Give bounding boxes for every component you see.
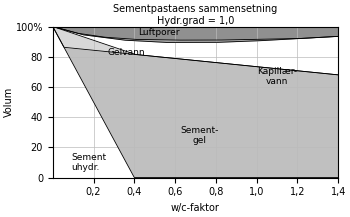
- Text: Gelvann: Gelvann: [108, 48, 146, 57]
- Text: Luftporer: Luftporer: [138, 28, 180, 37]
- X-axis label: w/c-faktor: w/c-faktor: [171, 203, 220, 213]
- Text: Kapillær-
vann: Kapillær- vann: [257, 67, 297, 86]
- Text: Sement
uhydr.: Sement uhydr.: [71, 153, 106, 172]
- Title: Sementpastaens sammensetning
Hydr.grad = 1,0: Sementpastaens sammensetning Hydr.grad =…: [113, 4, 278, 26]
- Text: Sement-
gel: Sement- gel: [180, 126, 219, 145]
- Y-axis label: Volum: Volum: [4, 87, 14, 117]
